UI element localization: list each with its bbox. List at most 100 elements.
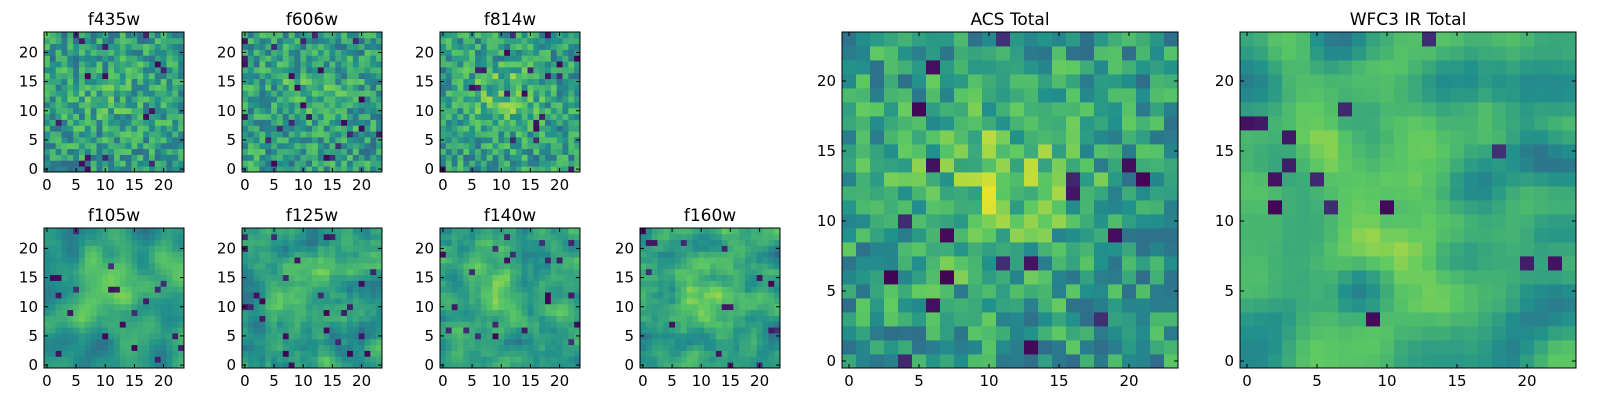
heatmap-cell — [306, 344, 313, 351]
heatmap-cell — [1122, 88, 1137, 103]
heatmap-cell — [149, 119, 156, 126]
heatmap-cell — [370, 32, 377, 39]
heatmap-cell — [651, 239, 658, 246]
heatmap-cell — [710, 333, 717, 340]
x-tick-label: 15 — [521, 372, 540, 390]
heatmap-cell — [733, 338, 740, 346]
heatmap-cell — [67, 356, 74, 363]
heatmap-cell — [335, 107, 342, 115]
heatmap-cell — [49, 84, 57, 91]
heatmap-cell — [1150, 32, 1165, 47]
heatmap-cell — [898, 298, 913, 313]
heatmap-cell — [312, 344, 319, 351]
heatmap-cell — [79, 263, 86, 270]
heatmap-cell — [451, 90, 458, 97]
heatmap-cell — [364, 344, 371, 351]
heatmap-cell — [562, 286, 569, 293]
heatmap-cell — [300, 268, 307, 276]
heatmap-cell — [306, 233, 313, 241]
heatmap-cell — [288, 350, 295, 357]
heatmap-cell — [247, 55, 255, 62]
heatmap-cell — [480, 315, 488, 322]
heatmap-cell — [306, 274, 313, 281]
heatmap-cell — [67, 268, 74, 276]
heatmap-cell — [912, 228, 927, 243]
heatmap-cell — [521, 263, 528, 270]
heatmap-cell — [352, 107, 360, 115]
heatmap-cell — [137, 78, 144, 85]
heatmap-cell — [317, 298, 325, 305]
heatmap-cell — [119, 61, 127, 68]
heatmap-cell — [259, 84, 266, 91]
x-tick-label: 0 — [42, 176, 52, 194]
heatmap-cell — [870, 88, 885, 103]
heatmap-cell — [1164, 88, 1179, 103]
heatmap-cell — [739, 303, 746, 311]
heatmap-cell — [317, 90, 325, 97]
heatmap-cell — [61, 280, 68, 287]
heatmap-cell — [469, 113, 476, 120]
heatmap-cell — [533, 113, 540, 120]
heatmap-cell — [67, 43, 74, 50]
heatmap-cell — [242, 55, 249, 62]
heatmap-cell — [562, 344, 569, 351]
heatmap-cell — [61, 350, 68, 357]
heatmap-cell — [288, 166, 295, 173]
heatmap-cell — [669, 268, 676, 276]
heatmap-cell — [469, 119, 476, 126]
heatmap-cell — [306, 268, 313, 276]
heatmap-cell — [480, 362, 488, 369]
heatmap-cell — [1122, 326, 1137, 341]
heatmap-cell — [49, 78, 57, 85]
heatmap-cell — [154, 37, 162, 45]
heatmap-cell — [550, 344, 558, 351]
heatmap-cell — [521, 90, 528, 97]
heatmap-cell — [440, 327, 447, 334]
heatmap-cell — [463, 362, 470, 369]
heatmap-cell — [1010, 32, 1025, 47]
heatmap-cell — [143, 303, 150, 311]
heatmap-cell — [55, 137, 62, 144]
heatmap-cell — [271, 137, 278, 144]
heatmap-cell — [347, 350, 354, 357]
heatmap-cell — [1080, 172, 1095, 187]
heatmap-cell — [306, 49, 313, 56]
heatmap-cell — [475, 166, 482, 173]
heatmap-cell — [568, 228, 575, 235]
heatmap-cell — [1010, 340, 1025, 355]
heatmap-cell — [440, 268, 447, 276]
heatmap-cell — [282, 96, 290, 103]
heatmap-cell — [733, 321, 740, 328]
heatmap-cell — [445, 160, 453, 167]
heatmap-cell — [282, 303, 290, 311]
heatmap-cell — [108, 166, 115, 173]
heatmap-cell — [341, 160, 348, 167]
heatmap-cell — [562, 303, 569, 311]
heatmap-cell — [90, 137, 97, 144]
heatmap-cell — [114, 292, 121, 299]
y-tick-label: 10 — [615, 298, 634, 316]
heatmap-cell — [265, 119, 272, 126]
heatmap-cell — [259, 233, 266, 241]
heatmap-cell — [282, 333, 290, 340]
heatmap-cell — [364, 257, 371, 264]
heatmap-cell — [710, 274, 717, 281]
heatmap-cell — [898, 242, 913, 257]
heatmap-cell — [1066, 74, 1081, 89]
heatmap-cell — [370, 72, 377, 80]
heatmap-cell — [550, 61, 558, 68]
heatmap-cell — [358, 84, 365, 91]
heatmap-cell — [370, 292, 377, 299]
heatmap-cell — [698, 309, 705, 316]
heatmap-cell — [247, 321, 255, 328]
heatmap-cell — [1024, 312, 1039, 327]
heatmap-cell — [533, 321, 540, 328]
heatmap-cell — [539, 78, 546, 85]
heatmap-cell — [282, 113, 290, 120]
heatmap-cell — [300, 113, 307, 120]
heatmap-cell — [750, 344, 758, 351]
heatmap-cell — [1066, 256, 1081, 271]
heatmap-cell — [300, 245, 307, 252]
heatmap-cell — [358, 239, 365, 246]
heatmap-cell — [545, 309, 552, 316]
